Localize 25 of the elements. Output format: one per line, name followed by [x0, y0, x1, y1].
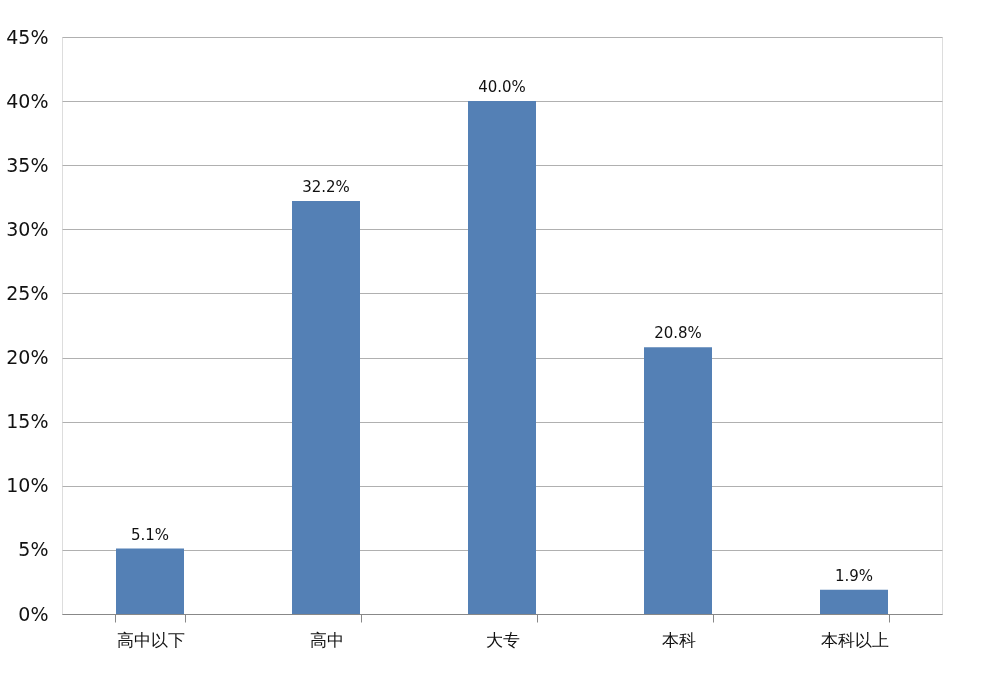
- bar: [292, 201, 360, 614]
- y-tick-label: 40%: [6, 89, 49, 112]
- y-tick-label: 5%: [18, 538, 49, 561]
- bar: [820, 589, 888, 614]
- x-tick-label: 本科: [661, 629, 696, 650]
- y-tick-label: 15%: [6, 410, 49, 433]
- x-tick-label: 高中以下: [116, 629, 185, 650]
- x-tick-label: 本科以上: [820, 629, 889, 650]
- bar: [468, 101, 536, 614]
- y-tick-label: 10%: [6, 474, 49, 497]
- data-label: 1.9%: [834, 566, 874, 585]
- y-tick-label: 20%: [6, 346, 49, 369]
- y-tick-label: 30%: [6, 217, 49, 240]
- y-tick-label: 0%: [18, 602, 49, 625]
- data-label: 20.8%: [654, 324, 702, 343]
- data-label: 5.1%: [130, 525, 170, 544]
- y-tick-label: 25%: [6, 281, 49, 304]
- bar: [116, 548, 184, 614]
- y-tick-label: 45%: [6, 25, 49, 48]
- x-tick-label: 大专: [485, 629, 520, 650]
- y-tick-label: 35%: [6, 153, 49, 176]
- x-tick-label: 高中: [309, 629, 344, 650]
- data-label: 32.2%: [302, 178, 350, 197]
- data-label: 40.0%: [478, 78, 526, 97]
- bar: [644, 347, 712, 614]
